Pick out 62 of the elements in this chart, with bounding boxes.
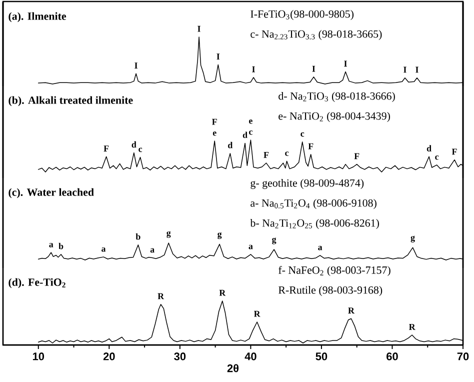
annotation: a: [248, 244, 253, 250]
chart-title: (a). Ilmenite: [8, 12, 66, 22]
x-tick-label: 50: [316, 352, 328, 360]
x-tick-label: 20: [103, 352, 115, 360]
annotation: R: [254, 310, 260, 317]
text: f- NaFeO$_{2}$ (98-003-7157): [278, 266, 390, 276]
annotation: g: [410, 236, 415, 242]
annotation: c: [249, 130, 252, 135]
annotation: I: [416, 66, 418, 73]
text: a- Na$_{0.5}$Ti$_{2}$O$_{4}$ (98-006-9108): [250, 199, 376, 209]
annotation: g: [218, 232, 222, 239]
annotation: a: [318, 246, 322, 250]
annotation: d: [426, 145, 432, 152]
annotation: e: [212, 131, 216, 136]
annotation: I: [344, 60, 347, 67]
annotation: b: [136, 233, 140, 240]
annotation: a: [49, 243, 54, 248]
text: b- Na$_{2}$Ti$_{12}$O$_{25}$ (98-006-8261): [250, 219, 379, 229]
annotation: I: [216, 54, 220, 60]
annotation: I: [134, 62, 138, 68]
annotation: c: [285, 152, 289, 156]
annotation: I: [312, 66, 316, 72]
annotation: I: [404, 66, 406, 73]
annotation: c: [300, 132, 304, 137]
annotation: R: [158, 293, 164, 300]
annotation: d: [228, 142, 233, 148]
annotation: I: [198, 26, 200, 32]
annotation: c: [435, 155, 439, 160]
annotation: g: [272, 238, 276, 244]
annotation: I: [252, 66, 255, 72]
text: d- Na$_{2}$TiO$_{3}$ (98-018-3666): [278, 92, 395, 102]
annotation: F: [104, 146, 109, 152]
annotation: g: [166, 231, 171, 238]
chart-title: (c). Water leached: [8, 188, 94, 198]
text: g- geothite (98-009-4874): [250, 179, 364, 189]
x-axis-title: 2θ: [227, 364, 239, 372]
annotation: R: [348, 308, 355, 314]
annotation: R: [408, 324, 416, 330]
x-tick-label: 40: [244, 352, 256, 360]
annotation: b: [58, 242, 64, 250]
text: I-FeTiO$_{3}$(98-000-9805): [250, 10, 354, 20]
text: R-Rutile (98-003-9168): [278, 286, 382, 296]
annotation: c: [138, 148, 142, 152]
annotation: F: [308, 143, 314, 150]
annotation: F: [354, 153, 360, 160]
annotation: a: [150, 248, 154, 253]
annotation: d: [132, 141, 136, 148]
x-tick-label: 70: [457, 352, 469, 360]
text: e- NaTiO$_{2}$ (98-004-3439): [278, 112, 390, 122]
annotation: c- Na$_{2.23}$TiO$_{3.3}$ (98-018-3665): [250, 30, 382, 40]
x-tick-label: 10: [32, 352, 44, 360]
x-tick-label: 30: [174, 352, 186, 360]
annotation: a: [102, 247, 106, 252]
annotation: F: [452, 148, 457, 155]
annotation: d: [242, 132, 248, 138]
chart-title: (d). Fe-TiO$_{2}$: [8, 278, 66, 288]
chart-title: (b). Alkali treated ilmenite: [8, 96, 133, 106]
annotation: F: [212, 118, 217, 125]
annotation: e: [249, 119, 252, 124]
x-tick-label: 60: [386, 352, 398, 360]
annotation: F: [264, 152, 269, 158]
annotation: R: [219, 290, 226, 296]
